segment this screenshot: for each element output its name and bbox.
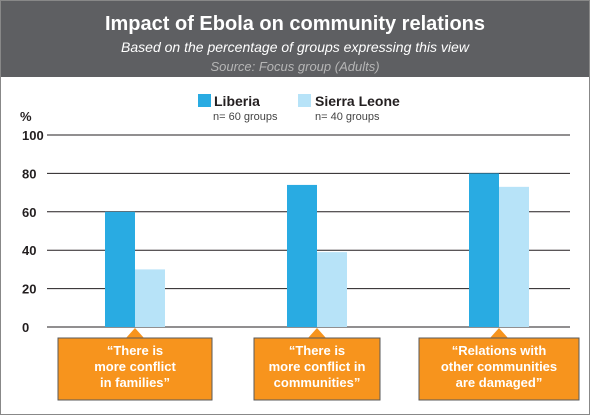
category-label-pointer <box>308 328 326 338</box>
category-label-line: “There is <box>289 343 345 358</box>
category-label-pointer <box>126 328 144 338</box>
y-tick-label: 0 <box>22 320 29 335</box>
legend-label-sierra-leone: Sierra Leone <box>315 93 400 109</box>
category-label-line: are damaged” <box>456 375 543 390</box>
legend-label-liberia: Liberia <box>214 93 260 109</box>
bar-liberia <box>287 184 317 327</box>
y-tick-label: 40 <box>22 243 36 258</box>
category-label-box <box>418 337 580 401</box>
bar-sierra-leone <box>499 186 529 327</box>
legend-swatch-liberia <box>198 94 211 107</box>
chart-subtitle: Based on the percentage of groups expres… <box>121 39 470 55</box>
y-axis-label: % <box>20 109 32 124</box>
chart-title: Impact of Ebola on community relations <box>105 13 485 35</box>
category-label-line: in families” <box>100 375 170 390</box>
legend: Liberia n= 60 groups Sierra Leone n= 40 … <box>198 93 400 123</box>
legend-note-liberia: n= 60 groups <box>213 111 278 123</box>
category-label-box <box>57 337 213 401</box>
bar-liberia <box>469 173 499 327</box>
bar-sierra-leone <box>135 269 165 327</box>
y-tick-label: 60 <box>22 205 36 220</box>
y-tick-label: 20 <box>22 282 36 297</box>
category-label-box <box>253 337 381 401</box>
y-tick-label: 80 <box>22 166 36 181</box>
category-label-line: more conflict <box>94 359 176 374</box>
legend-swatch-sierra-leone <box>298 94 311 107</box>
header-background <box>1 1 589 77</box>
category-label-pointer <box>490 328 508 338</box>
category-label-line: other communities <box>441 359 557 374</box>
chart-source: Source: Focus group (Adults) <box>210 59 379 74</box>
bar-liberia <box>105 211 135 327</box>
category-label-line: “There is <box>107 343 163 358</box>
category-label-line: more conflict in <box>269 359 366 374</box>
category-label-line: “Relations with <box>452 343 547 358</box>
bar-sierra-leone <box>317 252 347 327</box>
y-tick-label: 100 <box>22 128 44 143</box>
category-label-line: communities” <box>274 375 361 390</box>
legend-note-sierra-leone: n= 40 groups <box>315 111 380 123</box>
